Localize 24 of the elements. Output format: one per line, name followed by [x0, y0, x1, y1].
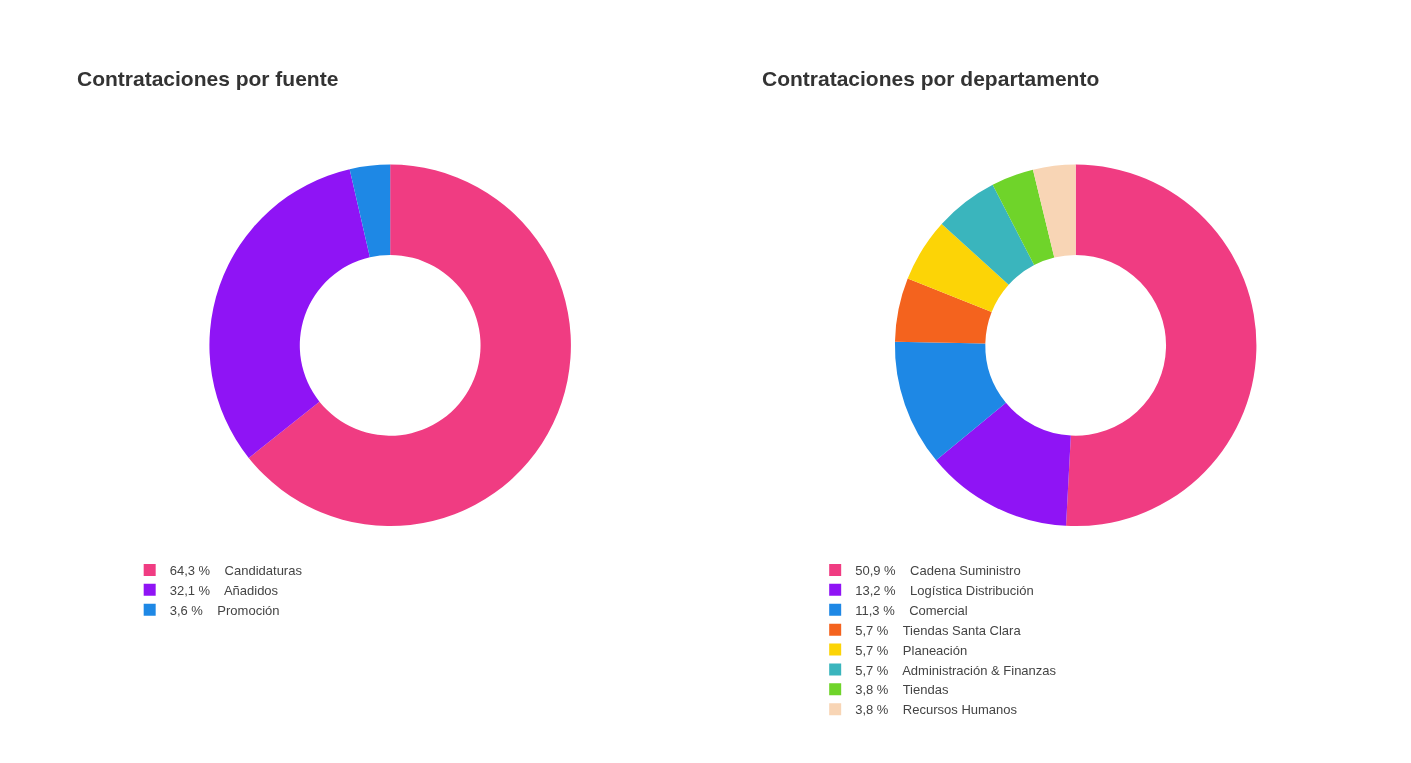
donut-slice	[936, 402, 1071, 526]
donut-slice	[248, 164, 571, 527]
legend-label: 64,3 % Candidaturas	[169, 563, 303, 579]
legend-label: 3,8 % Tiendas	[855, 682, 949, 698]
donut-slice	[894, 278, 992, 344]
legend-label: 5,7 % Administración & Finanzas	[855, 662, 1057, 678]
donut-slice	[907, 224, 1009, 312]
donut-slice	[349, 164, 391, 258]
donut-slice	[992, 169, 1055, 266]
donut-slice	[941, 184, 1035, 285]
donut-slice	[1032, 164, 1076, 258]
legend-label: 32,1 % Añadidos	[169, 582, 279, 598]
legend-label: 5,7 % Planeación	[855, 642, 968, 658]
donut-slice	[209, 169, 370, 458]
donut-slice	[894, 341, 1006, 461]
legend-label: 50,9 % Cadena Suministro	[855, 563, 1021, 579]
donut-slice	[1066, 164, 1257, 526]
legend-label: 3,6 % Promoción	[169, 602, 280, 618]
legend-label: 5,7 % Tiendas Santa Clara	[855, 622, 1022, 638]
legend-label: 3,8 % Recursos Humanos	[855, 702, 1018, 718]
legend-label: 13,2 % Logística Distribución	[855, 582, 1034, 598]
chart-title: Contrataciones por fuente	[77, 67, 339, 90]
legend-label: 11,3 % Comercial	[855, 602, 968, 618]
chart-title: Contrataciones por departamento	[762, 67, 1100, 90]
